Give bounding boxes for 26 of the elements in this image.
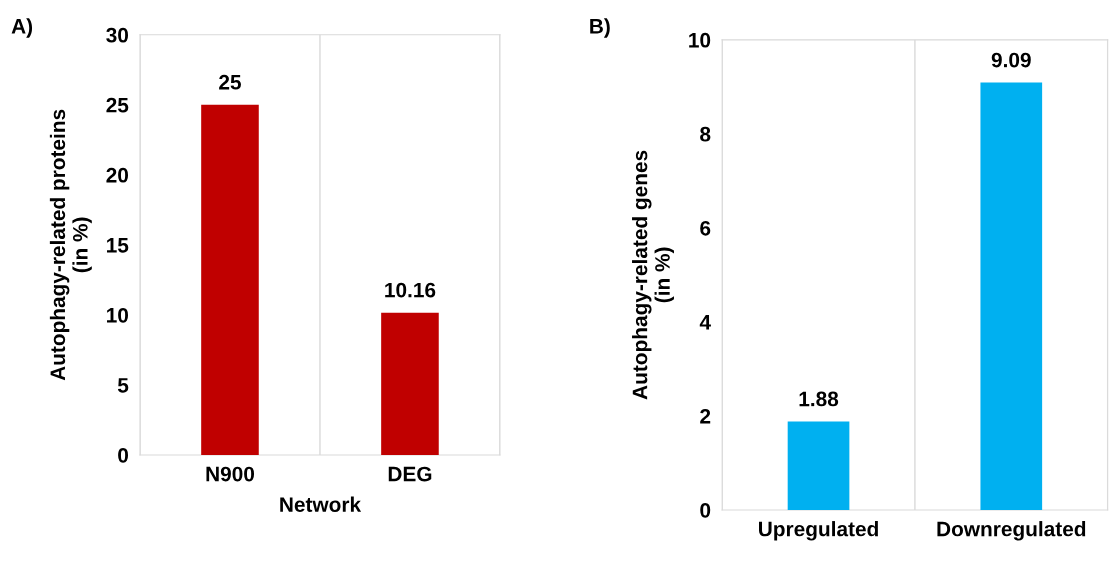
y-tick-label: 0	[118, 447, 129, 463]
y-tick-label: 4	[699, 315, 711, 330]
y-tick-label: 5	[117, 378, 129, 393]
x-tick-label: Upregulated	[759, 521, 878, 541]
text: A)	[11, 18, 33, 38]
x-tick-label: Downregulated	[937, 521, 1086, 541]
y-tick-label: 20	[106, 167, 129, 183]
y-axis-title: Autophagy-related proteins (in %)	[49, 109, 92, 381]
text: B)	[590, 18, 610, 38]
data-label: 1.88	[799, 391, 839, 407]
data-label: 25	[219, 74, 241, 90]
y-tick-label: 6	[700, 220, 711, 236]
y-tick-label: 25	[106, 97, 129, 113]
y-tick-label: 8	[700, 126, 711, 142]
y-tick-label: 10	[689, 32, 711, 48]
x-tick-label: N900	[206, 466, 255, 482]
x-axis-title: Network	[280, 496, 362, 512]
data-label: 10.16	[385, 282, 436, 298]
y-tick-label: 15	[107, 238, 129, 253]
y-tick-label: 0	[700, 502, 711, 518]
y-tick-label: 10	[107, 307, 129, 323]
y-axis-title: Autophagy-related genes (in %)	[632, 150, 674, 400]
x-tick-label: DEG	[388, 466, 432, 482]
y-tick-label: 30	[106, 27, 129, 43]
y-tick-label: 2	[700, 408, 711, 424]
data-label: 9.09	[991, 52, 1031, 68]
